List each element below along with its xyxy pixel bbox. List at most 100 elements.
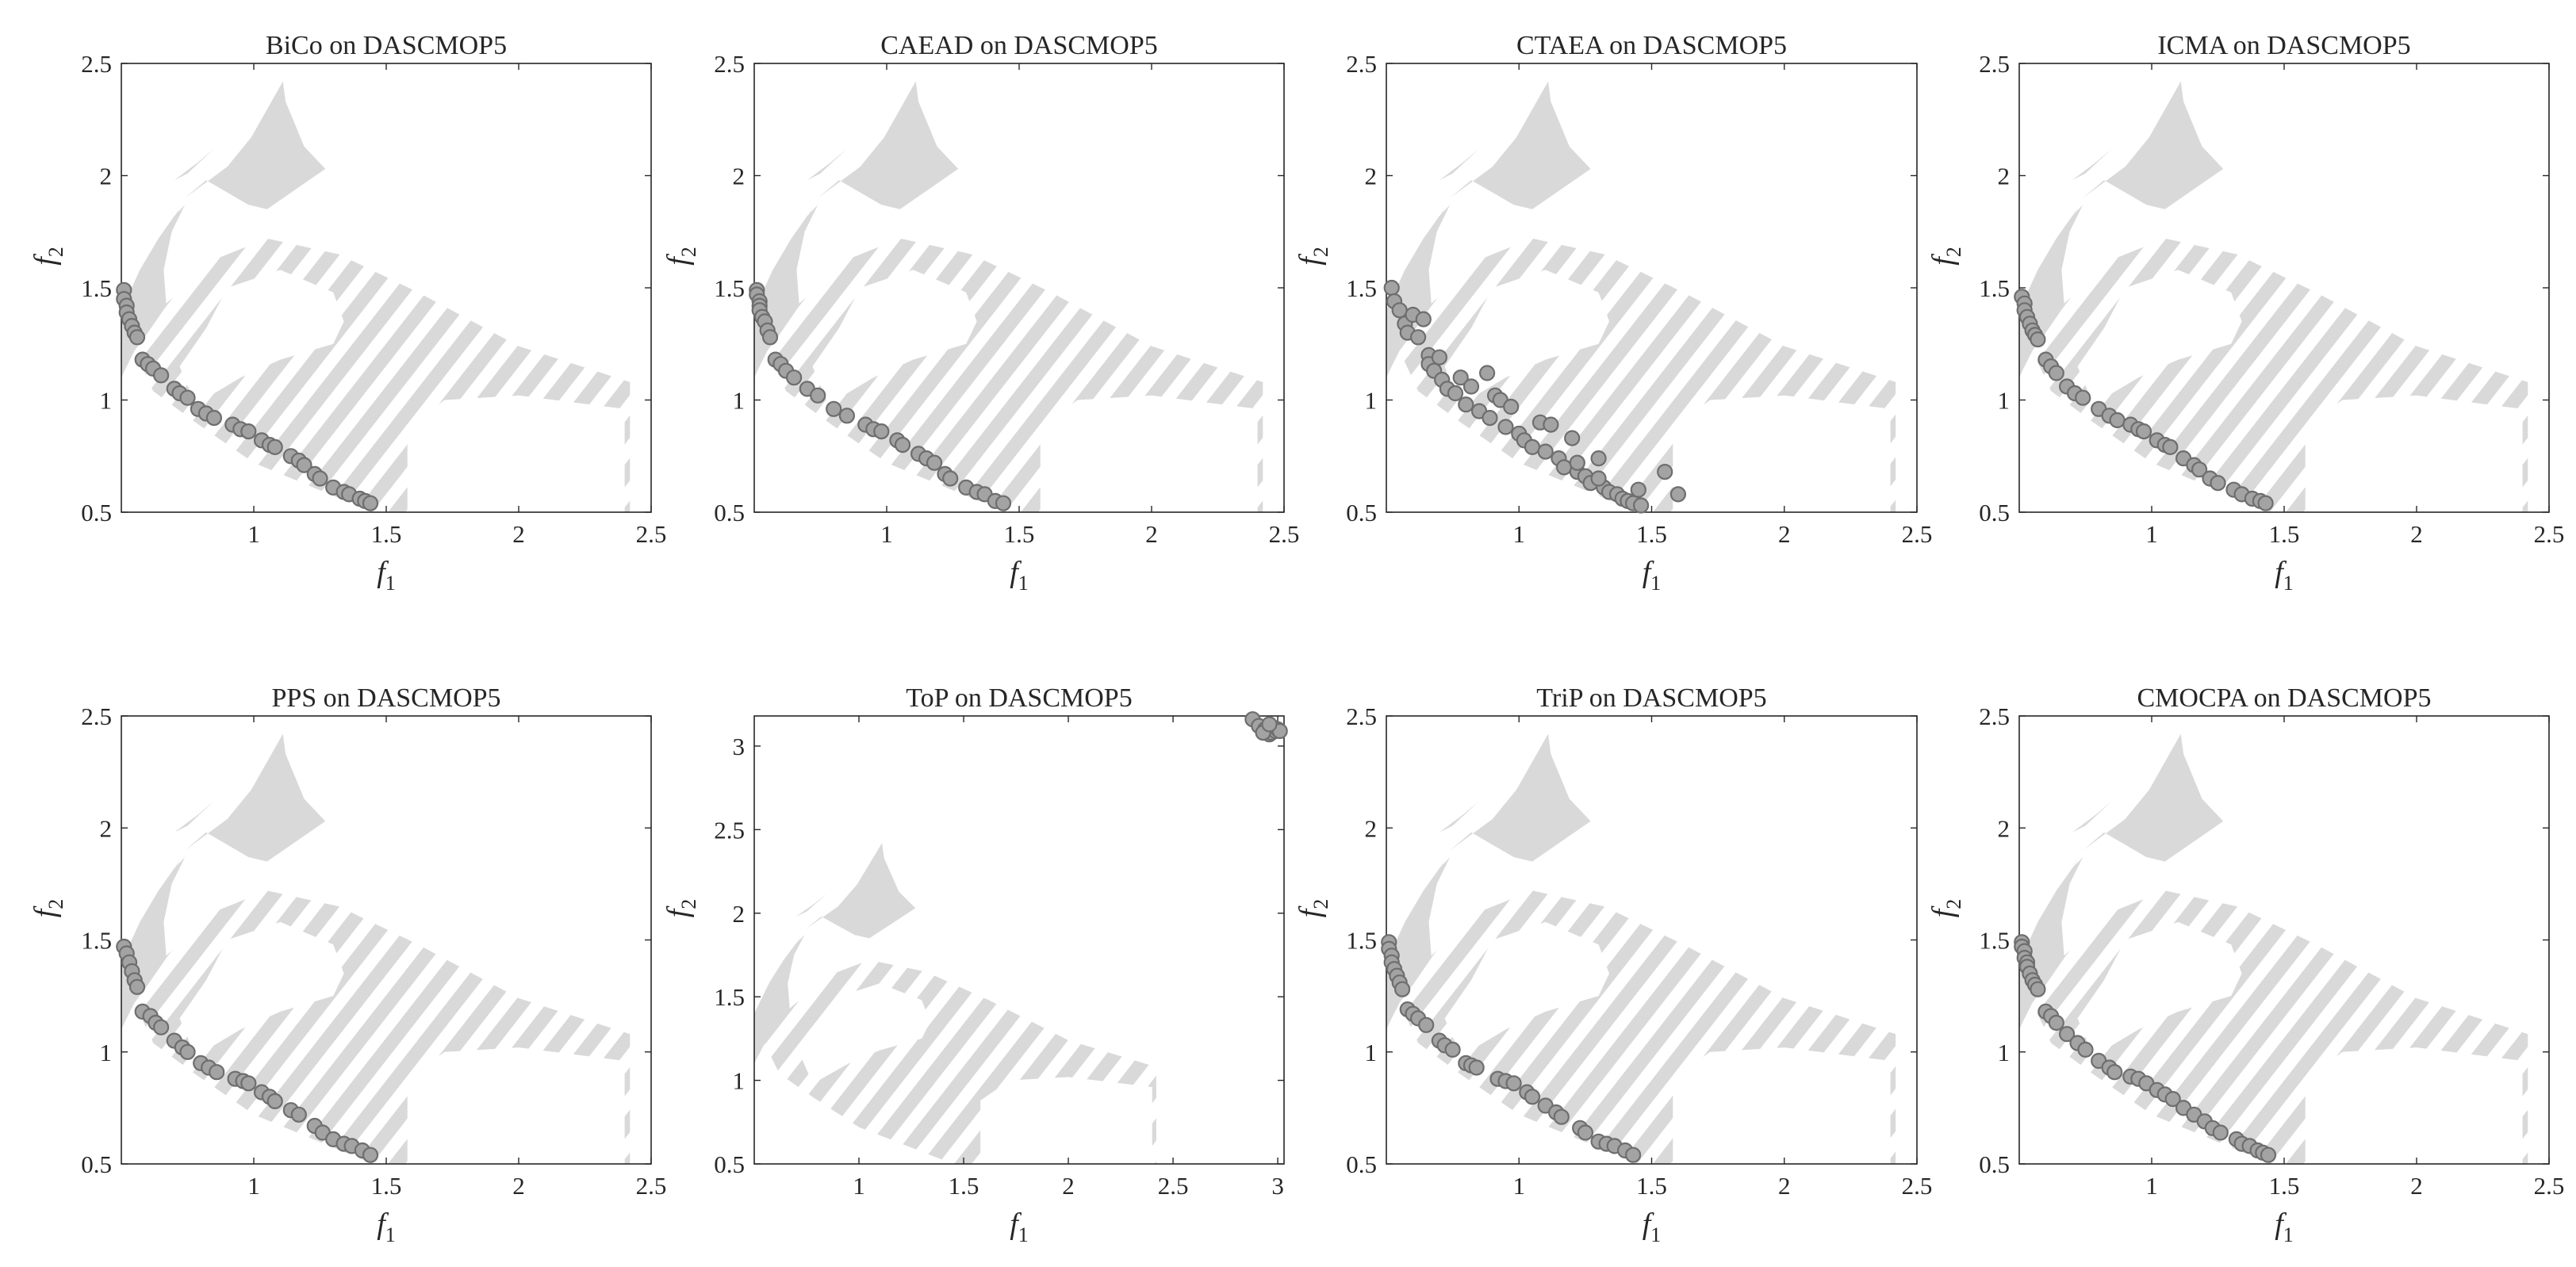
y-axis-label: f2 bbox=[29, 899, 67, 918]
stripe bbox=[2552, 63, 2576, 512]
data-point bbox=[1577, 1124, 1594, 1141]
data-point bbox=[362, 1146, 379, 1163]
chart-panel-8: 1 1.5 2 2.5 0.5 1 1.5 2 2.5 CMOCPA on DASCMOP5 f1 f… bbox=[1926, 683, 2564, 1246]
data-point bbox=[2075, 389, 2091, 406]
y-tick-label: 1 bbox=[1365, 387, 1378, 415]
x-tick-label: 2.5 bbox=[1158, 1172, 1189, 1200]
stripe bbox=[2053, 890, 2420, 1164]
constraint-blob bbox=[2019, 859, 2078, 989]
x-axis-label-sub: 1 bbox=[1018, 1223, 1029, 1246]
chart-title: CTAEA on DASCMOP5 bbox=[1516, 31, 1787, 60]
stripe bbox=[0, 716, 89, 1164]
data-point bbox=[1468, 1059, 1485, 1076]
scatter-points bbox=[2014, 289, 2274, 511]
data-point bbox=[1452, 369, 1469, 386]
y-tick-label: 0.5 bbox=[714, 499, 745, 526]
chart-title: CAEAD on DASCMOP5 bbox=[880, 31, 1158, 60]
constraint-upper-region bbox=[1450, 81, 1591, 209]
y-tick-label: 2.5 bbox=[81, 702, 112, 730]
data-point bbox=[1503, 398, 1520, 415]
data-point bbox=[240, 1075, 257, 1092]
data-point bbox=[1497, 419, 1514, 435]
data-point bbox=[995, 495, 1012, 511]
stripe bbox=[1399, 238, 1654, 512]
x-tick-label: 1 bbox=[853, 1172, 865, 1200]
x-tick-label: 2 bbox=[1062, 1172, 1075, 1200]
x-axis-label: f1 bbox=[1010, 556, 1029, 595]
data-point bbox=[240, 423, 257, 440]
y-axis-label: f2 bbox=[661, 899, 700, 918]
data-point bbox=[1505, 1075, 1522, 1092]
y-tick-label: 1 bbox=[733, 387, 746, 415]
y-tick-label: 2 bbox=[733, 163, 746, 190]
stripe bbox=[1486, 890, 1853, 1164]
y-tick-label: 1.5 bbox=[714, 983, 745, 1011]
y-tick-label: 1 bbox=[1998, 1039, 2011, 1066]
chart-panel-5: 1 1.5 2 2.5 0.5 1 1.5 2 2.5 PPS on DASCMOP5 f1 f2 bbox=[0, 683, 666, 1246]
stripe bbox=[2032, 890, 2287, 1164]
y-tick-label: 1 bbox=[733, 1067, 746, 1095]
y-tick-label: 2 bbox=[1365, 163, 1378, 190]
data-point bbox=[761, 329, 779, 346]
data-point bbox=[153, 367, 170, 384]
stripe bbox=[488, 890, 631, 1164]
scatter-points bbox=[1244, 711, 1288, 743]
stripe bbox=[2552, 716, 2576, 1164]
data-point bbox=[209, 1064, 225, 1081]
constraint-region bbox=[754, 843, 916, 1064]
stripe bbox=[0, 63, 56, 512]
data-point bbox=[1625, 1146, 1642, 1163]
constraint-upper-region bbox=[804, 843, 916, 939]
y-tick-label: 2.5 bbox=[1346, 702, 1377, 730]
y-tick-label: 0.5 bbox=[1979, 1150, 2010, 1178]
data-point bbox=[926, 454, 943, 471]
stripe bbox=[788, 238, 1156, 512]
x-axis-label: f1 bbox=[2275, 556, 2294, 595]
constraint-blob bbox=[754, 207, 813, 338]
plot-area bbox=[754, 716, 1284, 1164]
y-axis-label-sub: 2 bbox=[677, 899, 700, 909]
data-point bbox=[2109, 411, 2126, 429]
stripe bbox=[765, 959, 1055, 1164]
scatter-points bbox=[1381, 934, 1642, 1163]
x-axis-label: f1 bbox=[2275, 1208, 2294, 1246]
stripe bbox=[221, 890, 588, 1164]
chart-panel-3: 1 1.5 2 2.5 0.5 1 1.5 2 2.5 CTAEA on DASCMOP5 f1 f2 bbox=[1294, 31, 2576, 595]
stripe bbox=[821, 238, 1189, 512]
x-tick-label: 1 bbox=[880, 520, 893, 548]
y-tick-label: 2 bbox=[100, 814, 113, 842]
stripe bbox=[2086, 238, 2454, 512]
y-tick-label: 2.5 bbox=[1979, 50, 2010, 78]
data-point bbox=[2164, 1090, 2181, 1108]
stripe bbox=[0, 63, 90, 512]
x-tick-label: 1.5 bbox=[371, 520, 402, 548]
y-axis-label-sub: 2 bbox=[1309, 247, 1332, 257]
data-point bbox=[296, 457, 312, 473]
x-tick-label: 2.5 bbox=[1902, 1172, 1933, 1200]
x-axis-label-sub: 1 bbox=[1650, 572, 1661, 595]
stripe bbox=[188, 890, 555, 1164]
constraint-blob bbox=[754, 936, 801, 1034]
stripe bbox=[1753, 238, 1896, 512]
y-tick-label: 2.5 bbox=[1346, 50, 1377, 78]
y-axis-label: f2 bbox=[1294, 899, 1332, 918]
y-axis-label-sub: 2 bbox=[1942, 899, 1965, 909]
constraint-blob bbox=[121, 207, 180, 338]
y-tick-label: 1.5 bbox=[81, 927, 112, 955]
constraint-upper-region bbox=[818, 81, 959, 209]
x-axis-label-sub: 1 bbox=[385, 572, 396, 595]
y-tick-label: 2 bbox=[1998, 163, 2011, 190]
y-axis-label-sub: 2 bbox=[44, 247, 67, 257]
y-tick-label: 0.5 bbox=[1346, 1150, 1377, 1178]
x-tick-label: 1.5 bbox=[2269, 1172, 2300, 1200]
data-point bbox=[266, 1093, 283, 1110]
constraint-upper-region bbox=[185, 733, 326, 862]
stripe bbox=[221, 238, 589, 512]
data-point bbox=[1524, 438, 1541, 456]
stripe bbox=[521, 238, 631, 512]
y-axis-label-sub: 2 bbox=[677, 247, 700, 257]
x-tick-label: 2 bbox=[1778, 1172, 1791, 1200]
stripe bbox=[1154, 238, 1263, 512]
y-tick-label: 0.5 bbox=[1346, 499, 1377, 526]
